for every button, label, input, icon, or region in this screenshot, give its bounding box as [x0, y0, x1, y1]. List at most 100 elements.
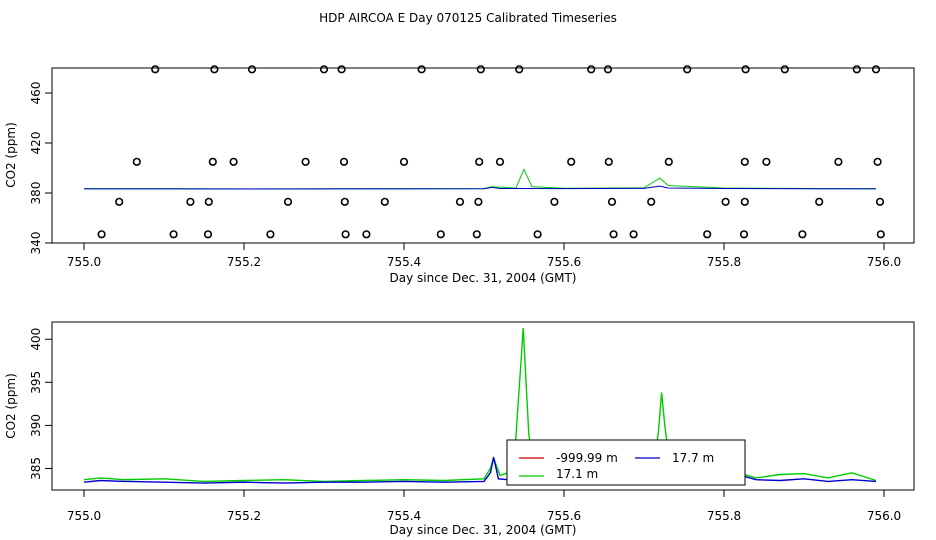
calibration-point [210, 65, 219, 74]
top-x-tick-label: 756.0 [867, 255, 901, 269]
top-y-tick-label: 380 [29, 182, 43, 205]
bottom-panel: 755.0 755.2 755.4 755.6 755.8 756.0 385 390 395 4… [4, 321, 915, 537]
bottom-plot-frame [51, 321, 915, 491]
calibration-point [703, 230, 712, 239]
calibration-point [476, 65, 485, 74]
calibration-point [169, 230, 178, 239]
legend-entry-1: -999.99 m [556, 451, 618, 465]
calibration-point [740, 197, 749, 206]
legend: -999.99 m 17.7 m 17.1 m [506, 439, 746, 486]
bottom-y-tick-label: 390 [29, 414, 43, 437]
top-y-tick-label: 340 [29, 232, 43, 255]
bottom-x-tick-label: 755.2 [227, 509, 261, 523]
legend-entry-2: 17.7 m [672, 451, 714, 465]
calibration-point [436, 230, 445, 239]
calibration-point [339, 157, 349, 166]
calibration-point [852, 65, 861, 74]
calibration-point [515, 65, 524, 74]
calibration-point [567, 157, 576, 166]
bottom-x-tick-label: 756.0 [867, 509, 901, 523]
calibration-point [151, 65, 160, 74]
calibration-point [455, 197, 465, 206]
calibration-point [798, 230, 807, 239]
calibration-point [203, 230, 213, 239]
bottom-plot-area [83, 327, 877, 484]
bottom-y-tick-label: 395 [29, 371, 43, 394]
calibration-point [741, 65, 750, 74]
bottom-series-line-green [83, 327, 877, 483]
top-panel: 755.0 755.2 755.4 755.6 755.8 756.0 340 380 420 4… [4, 65, 915, 285]
calibration-point [834, 157, 843, 166]
calibration-point [550, 197, 559, 206]
bottom-x-tick-label: 755.0 [67, 509, 101, 523]
bottom-y-tick-label: 385 [29, 457, 43, 480]
top-x-tick-label: 755.2 [227, 255, 261, 269]
calibration-point [266, 230, 275, 239]
calibration-point [208, 157, 217, 166]
calibration-point [683, 65, 692, 74]
top-y-tick-label: 420 [29, 132, 43, 155]
bottom-x-tick-label: 755.6 [547, 509, 581, 523]
calibration-point [875, 197, 885, 206]
calibration-point [475, 157, 484, 166]
top-series-line-blue [84, 185, 877, 190]
calibration-point [474, 197, 483, 206]
calibration-point [871, 65, 881, 74]
calibration-point [815, 197, 824, 206]
top-series-line-green [84, 168, 877, 190]
top-plot-frame [51, 67, 915, 244]
legend-box [506, 439, 746, 486]
calibration-point [229, 157, 238, 166]
page-title: HDP AIRCOA E Day 070125 Calibrated Times… [319, 11, 617, 25]
calibration-point [629, 230, 638, 239]
top-x-tick-label: 755.6 [547, 255, 581, 269]
top-x-tick-label: 755.4 [387, 255, 421, 269]
calibration-point [495, 157, 505, 166]
calibration-point [186, 197, 195, 206]
top-y-tick-label: 460 [29, 82, 43, 105]
top-x-tick-label: 755.8 [707, 255, 741, 269]
calibration-point [115, 197, 124, 206]
calibration-point [340, 197, 349, 206]
calibration-point [762, 157, 771, 166]
top-plot-area [84, 65, 885, 239]
calibration-point [399, 157, 409, 166]
calibration-point [380, 197, 389, 206]
calibration-point [337, 65, 346, 74]
calibration-point [740, 157, 749, 166]
bottom-x-tick-label: 755.4 [387, 509, 421, 523]
calibration-point [341, 230, 350, 239]
calibration-point [587, 65, 596, 74]
top-x-axis-label: Day since Dec. 31, 2004 (GMT) [390, 271, 577, 285]
bottom-y-tick-label: 400 [29, 328, 43, 351]
calibration-point [739, 230, 749, 239]
legend-entry-3: 17.1 m [556, 467, 598, 481]
calibration-point [472, 230, 481, 239]
calibration-point [721, 197, 730, 206]
calibration-point [533, 230, 542, 239]
calibration-point [664, 157, 673, 166]
bottom-x-tick-label: 755.8 [707, 509, 741, 523]
calibration-point [780, 65, 789, 74]
calibration-point [204, 197, 213, 206]
calibration-point [132, 157, 141, 166]
calibration-point [603, 65, 613, 74]
calibration-point [247, 65, 257, 74]
calibration-point [283, 197, 293, 206]
bottom-x-axis-label: Day since Dec. 31, 2004 (GMT) [390, 523, 577, 537]
top-x-tick-label: 755.0 [67, 255, 101, 269]
top-y-axis-label: CO2 (ppm) [4, 122, 18, 188]
bottom-y-axis-label: CO2 (ppm) [4, 373, 18, 439]
calibration-point [417, 65, 426, 74]
calibration-point [97, 230, 106, 239]
calibration-point [876, 230, 885, 239]
top-axis-ticks: 755.0 755.2 755.4 755.6 755.8 756.0 340 380 420 4… [29, 82, 901, 269]
calibration-point [647, 197, 656, 206]
calibration-point [319, 65, 329, 74]
calibration-point [609, 230, 618, 239]
calibration-point [873, 157, 882, 166]
calibration-point [362, 230, 371, 239]
calibration-point [301, 157, 310, 166]
bottom-axis-ticks: 755.0 755.2 755.4 755.6 755.8 756.0 385 390 395 4… [29, 328, 901, 523]
